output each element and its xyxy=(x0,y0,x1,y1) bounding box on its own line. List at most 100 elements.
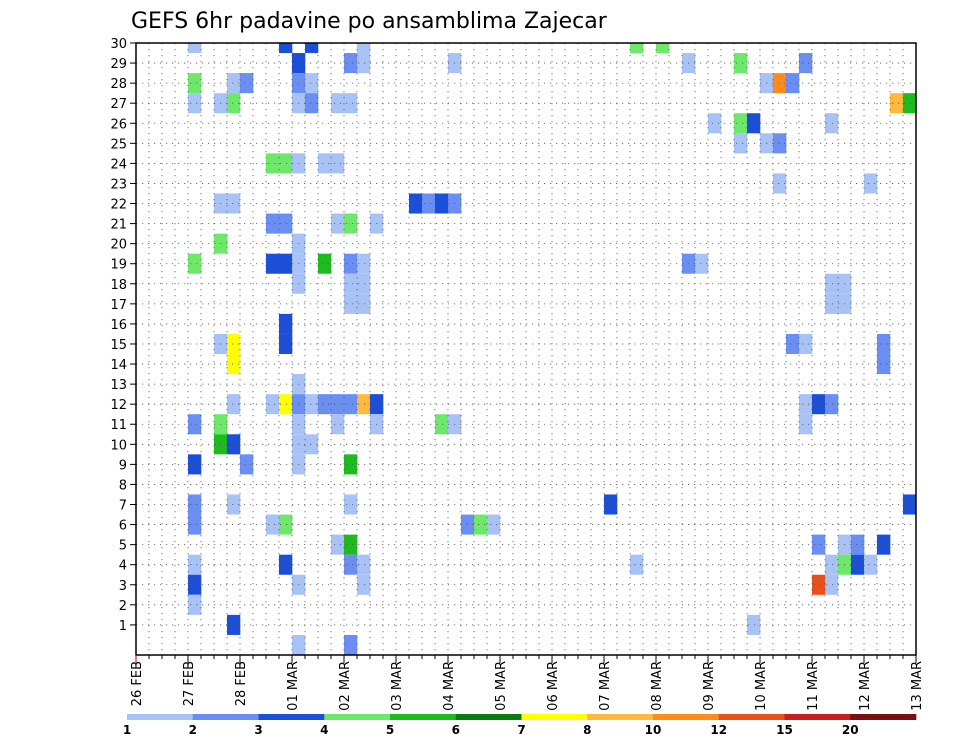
colorbar-swatch xyxy=(192,714,259,720)
colorbar-tick-label: 6 xyxy=(452,723,460,737)
colorbar-tick-label: 12 xyxy=(710,723,727,737)
y-tick-label: 5 xyxy=(119,539,127,554)
heatmap-cell xyxy=(227,354,241,375)
heatmap-cell xyxy=(318,153,332,174)
heatmap-cell xyxy=(331,213,345,234)
x-tick-label: 03 MAR xyxy=(390,661,405,711)
colorbar-tick-label: 15 xyxy=(776,723,793,737)
heatmap-cell xyxy=(773,173,787,194)
heatmap-cell xyxy=(188,43,202,54)
y-tick-label: 25 xyxy=(110,137,127,152)
heatmap-cell xyxy=(695,253,709,274)
y-tick-label: 20 xyxy=(110,238,127,253)
heatmap-cell xyxy=(656,43,670,54)
heatmap-cell xyxy=(812,534,826,555)
y-tick-label: 24 xyxy=(110,157,127,172)
colorbar-tick-label: 8 xyxy=(583,723,591,737)
heatmap-cell xyxy=(305,43,319,54)
heatmap-cell xyxy=(825,554,839,575)
heatmap-cell xyxy=(799,333,813,355)
heatmap-cell xyxy=(747,614,761,635)
heatmap-cell xyxy=(409,193,423,214)
colorbar-tick-label: 10 xyxy=(645,723,662,737)
heatmap-cell xyxy=(344,554,358,575)
heatmap-cell xyxy=(773,73,787,94)
y-tick-label: 28 xyxy=(110,77,127,92)
y-tick-label: 6 xyxy=(119,519,127,534)
heatmap-cell xyxy=(786,73,800,94)
heatmap-cell xyxy=(864,554,878,575)
heatmap-cell xyxy=(357,574,371,595)
colorbar-swatch xyxy=(784,714,851,720)
x-tick-label: 02 MAR xyxy=(338,661,353,711)
heatmap-cell xyxy=(266,253,280,274)
heatmap-cell xyxy=(240,454,254,475)
y-tick-label: 13 xyxy=(110,378,127,393)
y-tick-label: 26 xyxy=(110,117,127,132)
x-tick-label: 09 MAR xyxy=(702,661,717,711)
heatmap-cell xyxy=(279,333,293,355)
y-tick-label: 22 xyxy=(110,198,127,213)
heatmap-cell xyxy=(812,574,826,595)
colorbar-tick-label: 2 xyxy=(189,723,197,737)
x-tick-label: 01 MAR xyxy=(286,661,301,711)
heatmap-cell xyxy=(305,394,319,415)
heatmap-cell xyxy=(487,514,501,535)
heatmap-cell xyxy=(734,113,748,134)
heatmap-cell xyxy=(279,213,293,234)
heatmap-cell xyxy=(227,494,241,515)
heatmap-cell xyxy=(786,333,800,355)
colorbar-swatch xyxy=(127,714,194,720)
heatmap-cell xyxy=(734,133,748,154)
heatmap-cell xyxy=(279,514,293,535)
y-tick-label: 8 xyxy=(119,478,127,493)
heatmap-cell xyxy=(188,514,202,535)
heatmap-cell xyxy=(825,273,839,294)
y-axis-ticks: 1234567891011121314151617181920212223242… xyxy=(110,37,136,634)
heatmap-cell xyxy=(240,73,254,94)
heatmap-cell xyxy=(188,574,202,595)
heatmap-cell xyxy=(474,514,488,535)
chart-title: GEFS 6hr padavine po ansamblima Zajecar xyxy=(131,9,608,34)
heatmap-cell xyxy=(279,153,293,174)
x-tick-label: 13 MAR xyxy=(910,661,925,711)
gridlines xyxy=(136,42,916,655)
heatmap-cell xyxy=(357,554,371,575)
colorbar-tick-label: 4 xyxy=(320,723,328,737)
heatmap-cell xyxy=(864,173,878,194)
heatmap-cell xyxy=(305,434,319,455)
heatmap-cell xyxy=(799,53,813,74)
y-tick-label: 1 xyxy=(119,619,127,634)
colorbar-swatch xyxy=(718,714,785,720)
heatmap-cell xyxy=(357,43,371,54)
heatmap-cell xyxy=(344,213,358,234)
heatmap-cell xyxy=(903,494,917,515)
y-tick-label: 23 xyxy=(110,177,127,192)
heatmap-cell xyxy=(799,394,813,415)
heatmap-cell xyxy=(630,43,644,54)
heatmap-cell xyxy=(344,53,358,74)
y-tick-label: 2 xyxy=(119,599,127,614)
colorbar-swatch xyxy=(653,714,720,720)
y-tick-label: 7 xyxy=(119,499,127,514)
heatmap-cell xyxy=(279,43,293,54)
heatmap-cell xyxy=(266,213,280,234)
y-tick-label: 15 xyxy=(110,338,127,353)
colorbar-swatch xyxy=(390,714,457,720)
colorbar-tick-label: 20 xyxy=(842,723,859,737)
heatmap-cell xyxy=(331,534,345,555)
x-tick-label: 11 MAR xyxy=(806,661,821,711)
heatmap-cell xyxy=(188,554,202,575)
heatmap-cell xyxy=(188,594,202,615)
heatmap-cell xyxy=(344,634,358,655)
y-tick-label: 29 xyxy=(110,57,127,72)
heatmap-cell xyxy=(188,494,202,515)
heatmap-cell xyxy=(266,514,280,535)
heatmap-cell xyxy=(825,394,839,415)
heatmap-cell xyxy=(461,514,475,535)
heatmap-cell xyxy=(227,333,241,355)
y-tick-label: 4 xyxy=(119,559,127,574)
x-tick-label: 12 MAR xyxy=(858,661,873,711)
heatmap-cell xyxy=(279,394,293,415)
